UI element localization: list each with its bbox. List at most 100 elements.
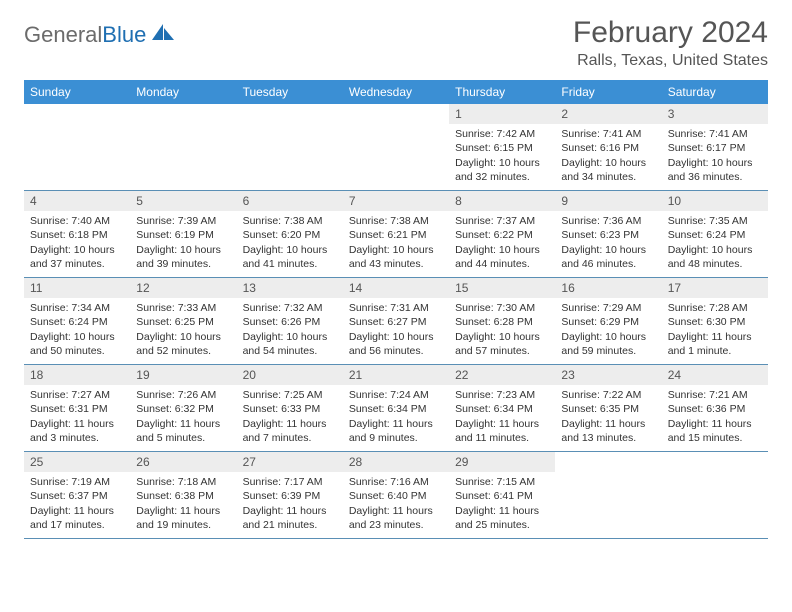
day-number: 7 [343, 191, 449, 211]
day-line: Sunset: 6:16 PM [561, 141, 655, 155]
day-line: Sunrise: 7:32 AM [243, 301, 337, 315]
day-line: and 52 minutes. [136, 344, 230, 358]
logo-sail-icon [150, 22, 176, 48]
day-line: and 19 minutes. [136, 518, 230, 532]
day-number: 29 [449, 452, 555, 472]
day-number: 3 [662, 104, 768, 124]
month-title: February 2024 [573, 16, 768, 50]
day-line: Daylight: 11 hours [243, 504, 337, 518]
day-number: 6 [237, 191, 343, 211]
day-line: Sunrise: 7:15 AM [455, 475, 549, 489]
day-body: Sunrise: 7:35 AMSunset: 6:24 PMDaylight:… [662, 211, 768, 277]
day-body [130, 124, 236, 133]
day-line: Daylight: 11 hours [455, 504, 549, 518]
day-line: Daylight: 10 hours [243, 243, 337, 257]
weekday-header-row: Sunday Monday Tuesday Wednesday Thursday… [24, 80, 768, 104]
day-number: 27 [237, 452, 343, 472]
day-body: Sunrise: 7:29 AMSunset: 6:29 PMDaylight:… [555, 298, 661, 364]
day-line: Sunrise: 7:21 AM [668, 388, 762, 402]
day-line: Sunset: 6:19 PM [136, 228, 230, 242]
day-line: and 36 minutes. [668, 170, 762, 184]
day-cell [662, 452, 768, 538]
day-line: Sunset: 6:26 PM [243, 315, 337, 329]
day-line: Sunrise: 7:35 AM [668, 214, 762, 228]
day-line: Daylight: 10 hours [561, 156, 655, 170]
day-line: and 39 minutes. [136, 257, 230, 271]
day-cell: 7Sunrise: 7:38 AMSunset: 6:21 PMDaylight… [343, 191, 449, 277]
weekday-tuesday: Tuesday [237, 80, 343, 104]
day-number: 14 [343, 278, 449, 298]
day-line: and 43 minutes. [349, 257, 443, 271]
weekday-thursday: Thursday [449, 80, 555, 104]
day-cell: 29Sunrise: 7:15 AMSunset: 6:41 PMDayligh… [449, 452, 555, 538]
day-body [237, 124, 343, 133]
day-line: and 5 minutes. [136, 431, 230, 445]
day-line: Daylight: 10 hours [455, 330, 549, 344]
day-body: Sunrise: 7:39 AMSunset: 6:19 PMDaylight:… [130, 211, 236, 277]
day-cell: 28Sunrise: 7:16 AMSunset: 6:40 PMDayligh… [343, 452, 449, 538]
day-number: 4 [24, 191, 130, 211]
day-number: 11 [24, 278, 130, 298]
day-number: 19 [130, 365, 236, 385]
day-cell: 22Sunrise: 7:23 AMSunset: 6:34 PMDayligh… [449, 365, 555, 451]
header: GeneralBlue February 2024 Ralls, Texas, … [24, 16, 768, 76]
day-line: Sunset: 6:21 PM [349, 228, 443, 242]
day-body: Sunrise: 7:22 AMSunset: 6:35 PMDaylight:… [555, 385, 661, 451]
day-body: Sunrise: 7:15 AMSunset: 6:41 PMDaylight:… [449, 472, 555, 538]
day-line: and 7 minutes. [243, 431, 337, 445]
day-number: 8 [449, 191, 555, 211]
day-line: Daylight: 10 hours [349, 330, 443, 344]
day-line: and 46 minutes. [561, 257, 655, 271]
day-cell [343, 104, 449, 190]
day-line: Sunset: 6:20 PM [243, 228, 337, 242]
day-line: and 13 minutes. [561, 431, 655, 445]
day-cell [24, 104, 130, 190]
day-line: Sunrise: 7:27 AM [30, 388, 124, 402]
day-number: 2 [555, 104, 661, 124]
day-line: Sunrise: 7:25 AM [243, 388, 337, 402]
day-line: Sunrise: 7:33 AM [136, 301, 230, 315]
day-line: Daylight: 11 hours [561, 417, 655, 431]
day-line: Daylight: 10 hours [668, 243, 762, 257]
day-line: and 9 minutes. [349, 431, 443, 445]
day-body: Sunrise: 7:34 AMSunset: 6:24 PMDaylight:… [24, 298, 130, 364]
day-line: Daylight: 10 hours [30, 243, 124, 257]
day-line: Sunrise: 7:29 AM [561, 301, 655, 315]
day-line: Daylight: 11 hours [136, 417, 230, 431]
day-line: and 23 minutes. [349, 518, 443, 532]
day-body: Sunrise: 7:33 AMSunset: 6:25 PMDaylight:… [130, 298, 236, 364]
day-cell: 20Sunrise: 7:25 AMSunset: 6:33 PMDayligh… [237, 365, 343, 451]
day-body: Sunrise: 7:40 AMSunset: 6:18 PMDaylight:… [24, 211, 130, 277]
day-line: Daylight: 11 hours [668, 417, 762, 431]
day-number: 12 [130, 278, 236, 298]
day-line: Sunset: 6:25 PM [136, 315, 230, 329]
day-cell: 10Sunrise: 7:35 AMSunset: 6:24 PMDayligh… [662, 191, 768, 277]
day-number: 25 [24, 452, 130, 472]
day-body [343, 124, 449, 133]
day-line: and 54 minutes. [243, 344, 337, 358]
day-cell: 21Sunrise: 7:24 AMSunset: 6:34 PMDayligh… [343, 365, 449, 451]
day-cell: 17Sunrise: 7:28 AMSunset: 6:30 PMDayligh… [662, 278, 768, 364]
day-line: and 48 minutes. [668, 257, 762, 271]
day-line: Daylight: 11 hours [455, 417, 549, 431]
day-line: and 3 minutes. [30, 431, 124, 445]
day-cell: 19 Sunrise: 7:26 AMSunset: 6:32 PMDayligh… [130, 365, 236, 451]
day-line: and 34 minutes. [561, 170, 655, 184]
calendar-grid: 1Sunrise: 7:42 AMSunset: 6:15 PMDaylight… [24, 104, 768, 539]
day-line: Daylight: 10 hours [455, 243, 549, 257]
day-cell [237, 104, 343, 190]
weekday-friday: Friday [555, 80, 661, 104]
week-row: 4Sunrise: 7:40 AMSunset: 6:18 PMDaylight… [24, 191, 768, 278]
week-row: 1Sunrise: 7:42 AMSunset: 6:15 PMDaylight… [24, 104, 768, 191]
day-line: Sunrise: 7:26 AM [136, 388, 230, 402]
day-line: Sunset: 6:34 PM [455, 402, 549, 416]
day-line: Sunrise: 7:40 AM [30, 214, 124, 228]
day-number: 28 [343, 452, 449, 472]
day-line: Daylight: 10 hours [561, 243, 655, 257]
day-line: Sunset: 6:29 PM [561, 315, 655, 329]
day-body: Sunrise: 7:23 AMSunset: 6:34 PMDaylight:… [449, 385, 555, 451]
day-cell: 15Sunrise: 7:30 AMSunset: 6:28 PMDayligh… [449, 278, 555, 364]
day-line: and 44 minutes. [455, 257, 549, 271]
day-line: Sunset: 6:32 PM [136, 402, 230, 416]
day-line: Daylight: 11 hours [136, 504, 230, 518]
